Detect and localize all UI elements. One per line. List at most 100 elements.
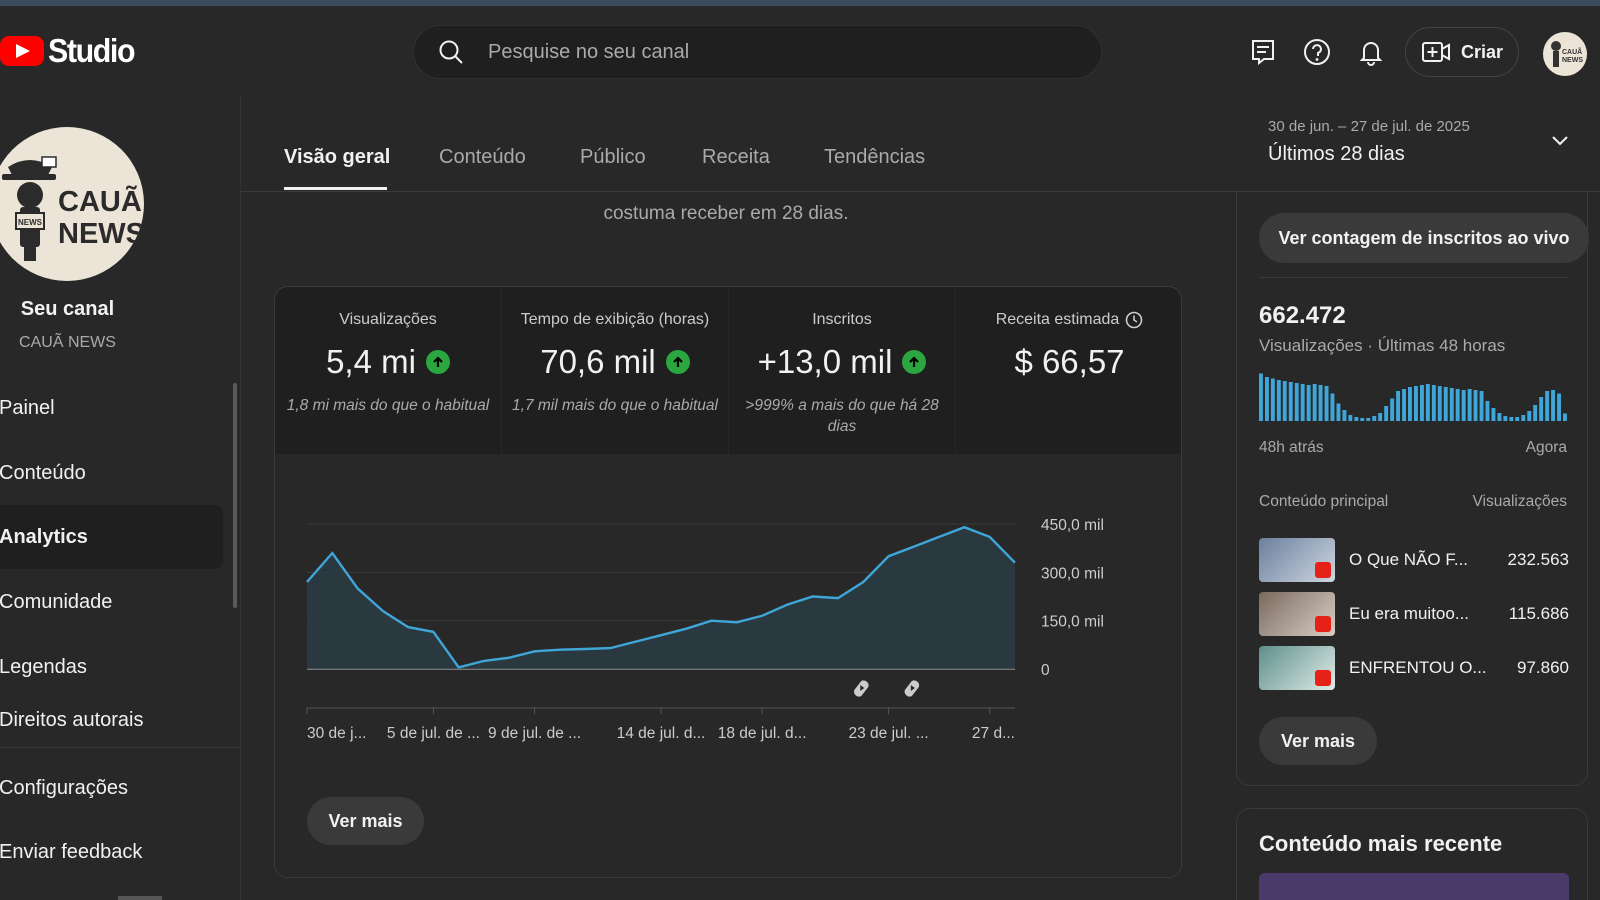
metric-value-wrap: 5,4 mi <box>275 343 501 381</box>
sidebar-scrollbar[interactable] <box>233 383 237 608</box>
metric-watch-time[interactable]: Tempo de exibição (horas) 70,6 mil 1,7 m… <box>502 287 729 454</box>
realtime-bar <box>1425 384 1430 421</box>
tab-audience[interactable]: Público <box>580 146 646 168</box>
sidebar-item-analytics[interactable]: Analytics <box>0 505 223 569</box>
search-input[interactable] <box>488 40 1048 64</box>
create-button[interactable]: Criar <box>1405 27 1519 77</box>
realtime-bar <box>1461 390 1466 421</box>
chart-markers <box>854 680 920 697</box>
video-views: 97.860 <box>1517 658 1569 677</box>
sidebar-item-dashboard[interactable]: Painel <box>0 376 223 440</box>
realtime-bar <box>1437 386 1442 421</box>
tab-revenue[interactable]: Receita <box>702 146 770 168</box>
realtime-views-label: Visualizações · Últimas 48 horas <box>1259 336 1506 355</box>
realtime-bar <box>1527 411 1532 421</box>
svg-text:NEWS: NEWS <box>18 218 43 227</box>
metric-label-wrap: Receita estimada <box>956 311 1181 329</box>
realtime-bar <box>1485 401 1490 421</box>
sidebar-item-label: Painel <box>0 396 55 419</box>
metric-value: +13,0 mil <box>757 343 893 380</box>
svg-text:CAUÃ: CAUÃ <box>1562 47 1582 56</box>
realtime-bar <box>1282 381 1287 421</box>
realtime-bar <box>1515 417 1520 421</box>
notifications-bell-icon[interactable] <box>1357 38 1385 66</box>
video-views: 115.686 <box>1508 604 1569 623</box>
realtime-bar <box>1265 377 1269 421</box>
realtime-bar-chart[interactable] <box>1259 371 1569 423</box>
realtime-bar <box>1300 384 1305 421</box>
shorts-marker-play <box>860 685 865 691</box>
realtime-bar <box>1420 385 1424 421</box>
realtime-bar <box>1408 387 1412 421</box>
arrow-up-icon <box>665 350 690 374</box>
realtime-bar <box>1551 390 1555 421</box>
tab-trends[interactable]: Tendências <box>824 146 926 168</box>
latest-content-thumbnail[interactable] <box>1259 873 1569 900</box>
sidebar-item-settings[interactable]: Configurações <box>0 756 223 820</box>
latest-content-title: Conteúdo mais recente <box>1259 831 1503 856</box>
x-tick-label: 18 de jul. d... <box>718 725 807 742</box>
realtime-bar <box>1312 384 1317 421</box>
avatar-text-line2: NEWS <box>58 218 144 250</box>
sidebar-item-send-feedback[interactable]: Enviar feedback <box>0 820 223 884</box>
search-bar[interactable] <box>413 25 1102 79</box>
realtime-bar <box>1348 415 1353 421</box>
realtime-bar <box>1270 378 1275 421</box>
top-content-row[interactable]: Eu era muitoo... 115.686 <box>1259 592 1569 636</box>
studio-logo[interactable]: Studio <box>0 32 142 70</box>
top-content-views-header: Visualizações <box>1472 493 1568 510</box>
top-content-row[interactable]: ENFRENTOU O... 97.860 <box>1259 646 1569 690</box>
top-content-header: Conteúdo principal <box>1259 493 1389 510</box>
tab-overview[interactable]: Visão geral <box>284 146 391 168</box>
help-icon[interactable] <box>1303 38 1331 66</box>
realtime-bar <box>1503 416 1508 421</box>
sidebar-divider <box>0 747 241 748</box>
realtime-bar <box>1521 415 1526 421</box>
see-more-button[interactable]: Ver mais <box>307 797 424 845</box>
sidebar-item-label: Legendas <box>0 655 87 678</box>
top-content-row[interactable]: O Que NÃO F... 232.563 <box>1259 538 1569 582</box>
see-more-button[interactable]: Ver mais <box>1259 717 1377 765</box>
metric-estimated-revenue[interactable]: Receita estimada $ 66,57 <box>956 287 1181 454</box>
metric-value-wrap: $ 66,57 <box>956 343 1181 381</box>
account-avatar[interactable]: CAUÃ NEWS <box>1543 32 1587 76</box>
metric-subscribers[interactable]: Inscritos +13,0 mil >999% a mais do que … <box>729 287 956 454</box>
avatar-text-line1: CAUÃ <box>58 184 142 218</box>
views-line-chart[interactable]: 450,0 mil 300,0 mil 150,0 mil 0 30 de j... 5… <box>275 454 1182 784</box>
chart-x-ticks: 30 de j... 5 de jul. de ... 9 de jul. de .… <box>306 707 1015 742</box>
tab-content[interactable]: Conteúdo <box>439 146 526 168</box>
date-range-picker[interactable]: 30 de jun. – 27 de jul. de 2025 Últimos … <box>1268 118 1470 166</box>
metric-value: 70,6 mil <box>540 343 656 380</box>
channel-title[interactable]: Seu canal <box>20 298 115 320</box>
metric-views[interactable]: Visualizações 5,4 mi 1,8 mi mais do que … <box>275 287 502 454</box>
sidebar-item-subtitles[interactable]: Legendas <box>0 635 223 699</box>
metric-note: >999% a mais do que há 28 dias <box>745 397 939 435</box>
realtime-bar <box>1294 383 1299 421</box>
clock-icon <box>1126 311 1143 329</box>
y-tick-label: 150,0 mil <box>1041 614 1104 631</box>
sidebar-item-community[interactable]: Comunidade <box>0 570 223 634</box>
sidebar-item-content[interactable]: Conteúdo <box>0 441 223 505</box>
realtime-bar <box>1342 410 1347 421</box>
sidebar-item-label: Analytics <box>0 525 88 548</box>
chevron-down-icon[interactable] <box>1550 134 1570 148</box>
sidebar-item-copyright[interactable]: Direitos autorais <box>0 700 223 740</box>
feedback-icon[interactable] <box>1249 38 1277 66</box>
logo-text: Studio <box>48 32 136 69</box>
realtime-bar <box>1324 386 1329 421</box>
live-subscriber-count-button[interactable]: Ver contagem de inscritos ao vivo <box>1259 213 1589 263</box>
y-tick-label: 0 <box>1041 662 1050 679</box>
channel-avatar[interactable]: NEWS CAUÃ NEWS <box>0 127 144 281</box>
video-thumbnail <box>1259 538 1335 582</box>
realtime-bar <box>1378 413 1383 421</box>
active-tab-indicator <box>284 187 387 190</box>
sidebar-item-label: Comunidade <box>0 590 113 613</box>
date-range-label: Últimos 28 dias <box>1268 143 1405 165</box>
x-tick-label: 9 de jul. de ... <box>488 725 581 742</box>
realtime-bar <box>1545 391 1550 421</box>
sidebar-item-label: Configurações <box>0 776 128 799</box>
realtime-bar <box>1366 418 1371 421</box>
sidebar-item-label: Enviar feedback <box>0 840 143 863</box>
metric-note: 1,8 mi mais do que o habitual <box>286 397 490 414</box>
